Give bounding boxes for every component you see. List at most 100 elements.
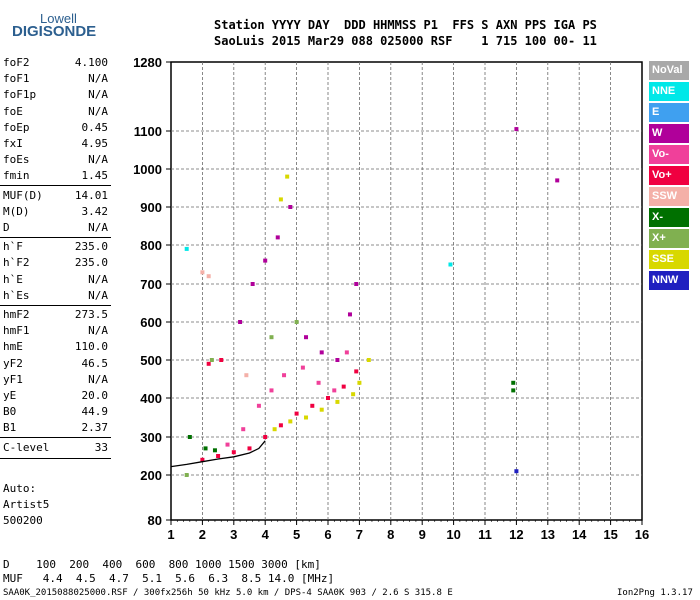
echo-point-x- <box>269 335 274 340</box>
echo-point-vo- <box>200 457 205 462</box>
param-name: hmF2 <box>3 308 30 321</box>
param-name: yF2 <box>3 356 23 370</box>
header-line-1: Station YYYY DAY DDD HHMMSS P1 FFS S AXN… <box>214 18 597 32</box>
param-row: h`F2 235.0 <box>3 255 108 271</box>
echo-point-vo- <box>332 388 337 393</box>
echo-point-vo- <box>282 373 287 378</box>
param-name: foE <box>3 104 23 118</box>
x-tick-label: 7 <box>356 527 363 542</box>
param-name: foEs <box>3 153 30 167</box>
param-name: foEp <box>3 120 30 134</box>
logo-lowell-text: Lowell <box>40 11 77 26</box>
echo-point-x- <box>511 388 516 393</box>
echo-point-w <box>354 282 359 286</box>
x-tick-label: 11 <box>478 527 492 542</box>
x-tick-label: 13 <box>541 527 555 542</box>
legend-item-e: E <box>649 103 689 122</box>
echo-point-vo- <box>231 450 236 455</box>
param-value: N/A <box>88 221 108 234</box>
param-row: M(D) 3.42 <box>3 204 108 220</box>
param-row: hmF2 273.5 <box>3 307 108 323</box>
echo-point-sse <box>366 358 371 362</box>
param-name: foF1p <box>3 88 37 102</box>
x-tick-label: 2 <box>199 527 206 542</box>
param-value: 4.100 <box>74 56 108 69</box>
param-row: hmE 110.0 <box>3 339 108 355</box>
param-value: 46.5 <box>81 356 109 370</box>
x-tick-label: 14 <box>572 527 587 542</box>
y-tick-label: 1000 <box>133 162 162 177</box>
param-name: hmE <box>3 340 23 354</box>
param-row: foF1p N/A <box>3 87 108 103</box>
echo-point-sse <box>278 197 283 202</box>
footer-version: Ion2Png 1.3.17 <box>617 588 693 598</box>
echo-point-vo- <box>300 365 305 370</box>
param-value: 33 <box>94 440 108 454</box>
footer-muf-row: MUF 4.4 4.5 4.7 5.1 5.6 6.3 8.5 14.0 [MH… <box>3 572 335 585</box>
legend-item-sse: SSE <box>649 250 689 269</box>
param-value: 2.37 <box>81 421 109 435</box>
echo-point-nnw <box>514 469 519 474</box>
echo-point-vo- <box>241 427 246 432</box>
echo-point-vo- <box>316 380 321 385</box>
x-tick-label: 4 <box>262 527 270 542</box>
param-value: N/A <box>88 153 108 167</box>
echo-point-sse <box>319 407 324 412</box>
param-separator <box>0 236 111 238</box>
param-value: N/A <box>88 88 108 102</box>
echo-point-x- <box>294 320 299 324</box>
param-value: 4.95 <box>81 137 109 150</box>
auto-artist: Artist5 <box>3 498 50 511</box>
legend-item-noval: NoVal <box>649 61 689 80</box>
y-tick-label: 600 <box>140 315 162 330</box>
param-name: B0 <box>3 405 17 419</box>
param-name: h`Es <box>3 288 30 302</box>
param-name: foF2 <box>3 56 30 69</box>
legend-item-nne: NNE <box>649 82 689 101</box>
echo-point-vo- <box>344 350 349 355</box>
param-name: h`F2 <box>3 256 30 270</box>
param-name: MUF(D) <box>3 188 43 202</box>
echo-point-w <box>514 127 519 132</box>
echo-point-nne <box>448 262 453 267</box>
param-value: 3.42 <box>81 204 109 218</box>
echo-point-ssw <box>206 274 211 279</box>
echo-point-vo- <box>219 358 224 362</box>
y-tick-label: 1280 <box>133 55 162 70</box>
param-name: B1 <box>3 421 17 435</box>
echo-point-vo- <box>354 369 359 374</box>
x-tick-label: 16 <box>635 527 649 542</box>
echo-point-vo- <box>310 403 315 408</box>
param-row: h`F 235.0 <box>3 239 108 255</box>
legend-item-w: W <box>649 124 689 143</box>
param-name: D <box>3 221 10 234</box>
x-tick-label: 9 <box>419 527 426 542</box>
param-row: MUF(D) 14.01 <box>3 188 108 204</box>
y-tick-label: 80 <box>148 513 162 528</box>
echo-point-w <box>250 282 255 286</box>
param-value: N/A <box>88 324 108 338</box>
param-row: B1 2.37 <box>3 420 108 436</box>
param-name: hmF1 <box>3 324 30 338</box>
param-row: yF1 N/A <box>3 372 108 388</box>
legend-item-ssw: SSW <box>649 187 689 206</box>
echo-point-x- <box>209 358 214 362</box>
echo-point-ssw <box>244 373 249 378</box>
param-value: 273.5 <box>74 308 108 321</box>
logo-digisonde-text: DIGISONDE <box>12 23 97 40</box>
param-value: N/A <box>88 288 108 302</box>
x-tick-label: 5 <box>293 527 300 542</box>
echo-point-w <box>263 258 268 263</box>
param-value: 235.0 <box>74 240 108 254</box>
x-tick-label: 1 <box>167 527 174 542</box>
param-row: hmF1 N/A <box>3 323 108 339</box>
echo-point-sse <box>272 427 277 432</box>
param-row: fmin 1.45 <box>3 168 108 184</box>
echo-point-vo- <box>206 361 211 366</box>
echo-point-sse <box>357 380 362 385</box>
param-value: 235.0 <box>74 256 108 270</box>
param-name: yF1 <box>3 372 23 386</box>
echo-point-w <box>335 358 340 362</box>
echo-point-vo- <box>263 435 268 439</box>
